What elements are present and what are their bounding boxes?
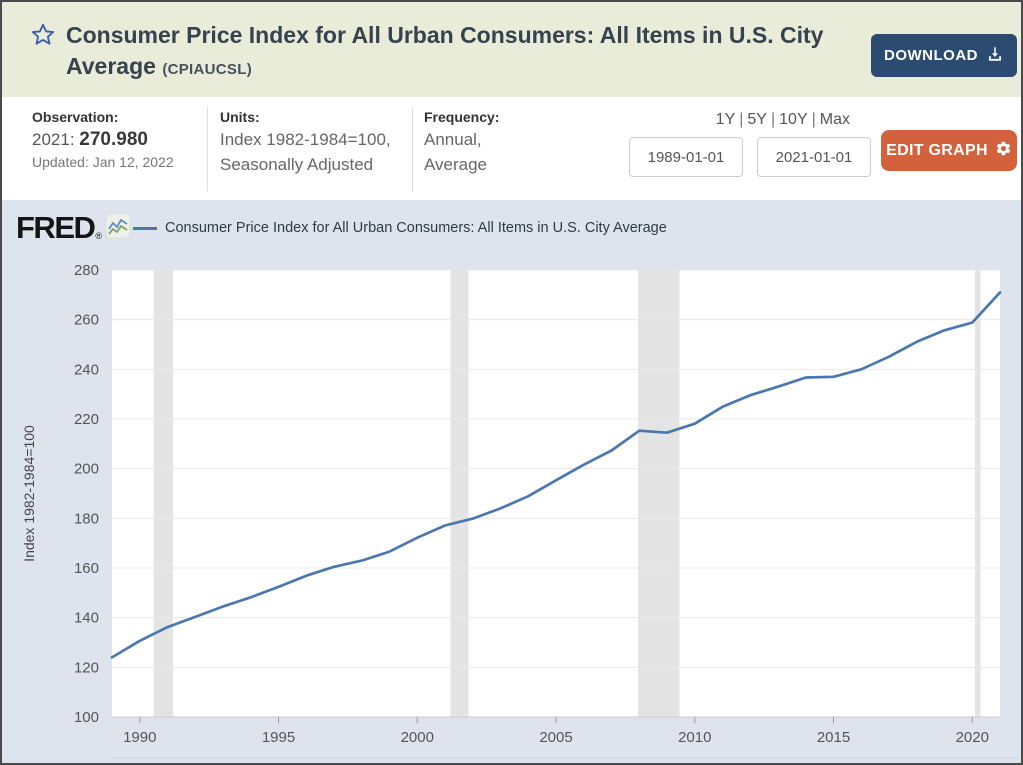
observation-updated: Updated: Jan 12, 2022 [32, 154, 174, 170]
frequency-value-line2: Average [424, 155, 488, 174]
cpi-line-chart[interactable]: 100 120 140 160 180 200 220 240 260 280 1990 1995 20… [2, 200, 1021, 763]
chart-legend: Consumer Price Index for All Urban Consu… [133, 212, 667, 244]
range-link-5y[interactable]: 5Y [747, 111, 767, 128]
download-button[interactable]: DOWNLOAD [871, 34, 1017, 77]
recession-band [975, 270, 981, 717]
range-separator: | [739, 111, 744, 128]
info-bar: Observation: 2021: 270.980 Updated: Jan … [2, 97, 1021, 200]
observation-value: 270.980 [79, 129, 148, 150]
range-link-10y[interactable]: 10Y [779, 111, 808, 128]
divider [412, 107, 413, 191]
favorite-star-icon[interactable] [30, 22, 56, 85]
chart-section: FRED ® Consumer Price Index for All Urban… [2, 200, 1021, 763]
recession-band [450, 270, 469, 717]
page-header: Consumer Price Index for All Urban Consu… [2, 2, 1021, 97]
fred-logo[interactable]: FRED ® [16, 210, 131, 245]
y-tick-label: 280 [74, 262, 99, 279]
observation-period: 2021: [32, 130, 75, 149]
y-tick-label: 140 [74, 610, 99, 627]
download-button-label: DOWNLOAD [884, 47, 978, 64]
x-tick-label: 2005 [539, 729, 572, 746]
frequency-block: Frequency: Annual, Average [424, 107, 499, 177]
fred-logo-chart-icon [105, 213, 131, 243]
legend-line-swatch [133, 226, 157, 230]
registered-mark: ® [95, 231, 103, 241]
edit-graph-button[interactable]: EDIT GRAPH [881, 130, 1017, 171]
gear-icon [995, 140, 1012, 162]
recession-band [153, 270, 174, 717]
units-value-line1: Index 1982-1984=100, [220, 130, 391, 149]
units-block: Units: Index 1982-1984=100, Seasonally A… [220, 107, 391, 177]
y-tick-label: 180 [74, 510, 99, 527]
y-axis-title: Index 1982-1984=100 [21, 425, 37, 562]
y-tick-label: 100 [74, 709, 99, 726]
frequency-label: Frequency: [424, 109, 500, 125]
y-tick-label: 200 [74, 461, 99, 478]
recession-band [637, 270, 680, 717]
y-tick-label: 240 [74, 361, 99, 378]
range-link-1y[interactable]: 1Y [715, 111, 736, 128]
y-tick-label: 160 [74, 560, 99, 577]
x-tick-label: 2015 [817, 729, 850, 746]
fred-logo-text: FRED [16, 210, 96, 245]
y-tick-label: 260 [74, 312, 99, 329]
observation-block: Observation: 2021: 270.980 Updated: Jan … [32, 107, 174, 170]
units-value-line2: Seasonally Adjusted [220, 155, 374, 174]
range-links: 1Y | 5Y | 10Y | Max [716, 111, 850, 129]
y-tick-label: 220 [74, 411, 99, 428]
page-title: Consumer Price Index for All Urban Consu… [66, 22, 824, 79]
y-tick-label: 120 [74, 659, 99, 676]
x-tick-label: 1990 [123, 729, 156, 746]
x-tick-label: 2020 [956, 729, 989, 746]
units-label: Units: [220, 109, 260, 125]
x-tick-label: 2000 [401, 729, 434, 746]
end-date-input[interactable] [757, 137, 871, 177]
cpi-data-line [110, 291, 1002, 659]
series-id: (CPIAUCSL) [162, 61, 252, 78]
legend-label: Consumer Price Index for All Urban Consu… [165, 220, 667, 236]
frequency-value-line1: Annual, [424, 130, 482, 149]
observation-label: Observation: [32, 109, 119, 125]
download-icon [986, 45, 1004, 67]
range-separator: | [770, 111, 776, 128]
divider [207, 107, 208, 191]
plot-area[interactable] [112, 270, 1000, 717]
range-link-max[interactable]: Max [819, 111, 850, 128]
edit-graph-button-label: EDIT GRAPH [886, 141, 988, 159]
start-date-input[interactable] [629, 137, 743, 177]
range-separator: | [811, 111, 816, 128]
x-tick-label: 2010 [678, 729, 711, 746]
x-tick-label: 1995 [262, 729, 295, 746]
